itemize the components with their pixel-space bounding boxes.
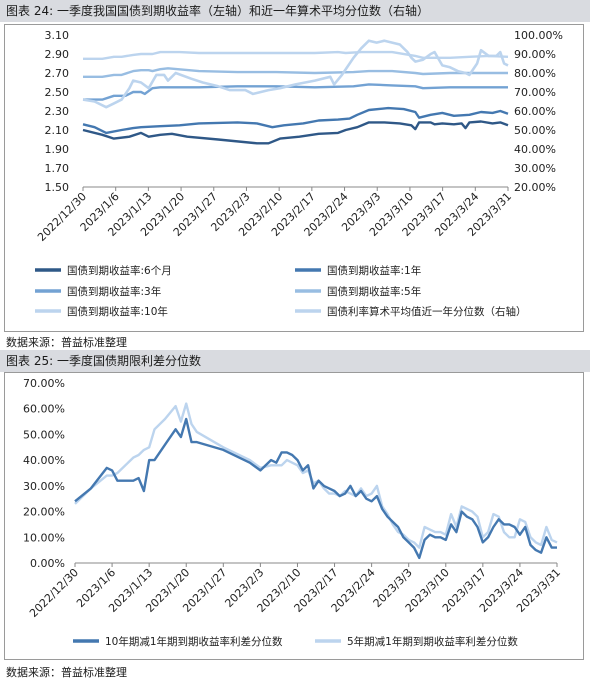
legend-label: 国债到期收益率:6个月 <box>67 264 172 277</box>
series-line <box>74 402 558 549</box>
spread-chart: 70.00% 60.00% 50.00% 40.00% 30.00% 20.00% 10.0… <box>23 377 563 648</box>
y-right-tick-label: 80.00% <box>514 67 556 80</box>
figure-25-frame: 70.00% 60.00% 50.00% 40.00% 30.00% 20.00% 10.0… <box>4 372 584 660</box>
y-left-tick-label: 2.70 <box>45 67 70 80</box>
legend-label: 国债利率算术平均值近一年分位数（右轴） <box>327 305 527 318</box>
y-tick-label: 60.00% <box>23 403 65 416</box>
y-right-tick-label: 50.00% <box>514 124 556 137</box>
y-left-tick-label: 2.90 <box>45 48 70 61</box>
y-tick-label: 20.00% <box>23 506 65 519</box>
yield-chart: 3.10 2.90 2.70 2.50 2.30 2.10 1.90 1.70 1.50 100.… <box>35 29 563 318</box>
legend-label: 10年期减1年期到期收益率利差分位数 <box>105 635 283 648</box>
y-left-tick-label: 3.10 <box>45 29 70 42</box>
y-left-tick-label: 1.70 <box>45 162 70 175</box>
y-tick-label: 0.00% <box>30 557 65 570</box>
y-tick-label: 40.00% <box>23 454 65 467</box>
series-line <box>74 417 557 560</box>
y-right-tick-label: 20.00% <box>514 181 556 194</box>
figure-24-source: 数据来源：普益标准整理 <box>6 336 127 349</box>
y-tick-label: 50.00% <box>23 428 65 441</box>
y-right-tick-label: 70.00% <box>514 86 556 99</box>
figure-25-title: 图表 25: 一季度国债期限利差分位数 <box>0 350 590 372</box>
series-line <box>82 120 509 145</box>
y-left-tick-label: 2.50 <box>45 86 70 99</box>
figure-25-source: 数据来源：普益标准整理 <box>6 666 127 679</box>
y-tick-label: 70.00% <box>23 377 65 390</box>
legend-label: 国债到期收益率:5年 <box>327 285 421 298</box>
y-tick-label: 10.00% <box>23 531 65 544</box>
y-left-tick-label: 2.30 <box>45 105 70 118</box>
y-left-tick-label: 2.10 <box>45 124 70 137</box>
y-right-tick-label: 60.00% <box>514 105 556 118</box>
y-right-tick-label: 90.00% <box>514 48 556 61</box>
x-tick-label: 2022/12/30 <box>35 190 89 244</box>
legend-label: 5年期减1年期到期收益率利差分位数 <box>347 635 518 648</box>
legend-label: 国债到期收益率:1年 <box>327 264 421 277</box>
figure-24-frame: 3.10 2.90 2.70 2.50 2.30 2.10 1.90 1.70 1.50 100.… <box>4 24 584 332</box>
y-right-tick-label: 40.00% <box>514 143 556 156</box>
y-left-tick-label: 1.50 <box>45 181 70 194</box>
series-line <box>83 50 509 60</box>
series-line <box>82 39 509 109</box>
series-line <box>83 83 508 101</box>
y-tick-label: 30.00% <box>23 480 65 493</box>
series-line <box>82 106 509 135</box>
y-right-tick-label: 30.00% <box>514 162 556 175</box>
legend-label: 国债到期收益率:10年 <box>67 305 168 318</box>
legend-label: 国债到期收益率:3年 <box>67 285 161 298</box>
x-tick-label: 2022/12/30 <box>27 566 81 620</box>
y-right-tick-label: 100.00% <box>514 29 563 42</box>
figure-24-title: 图表 24: 一季度我国国债到期收益率（左轴）和近一年算术平均分位数（右轴） <box>0 0 590 22</box>
y-left-tick-label: 1.90 <box>45 143 70 156</box>
series-line <box>83 67 508 78</box>
